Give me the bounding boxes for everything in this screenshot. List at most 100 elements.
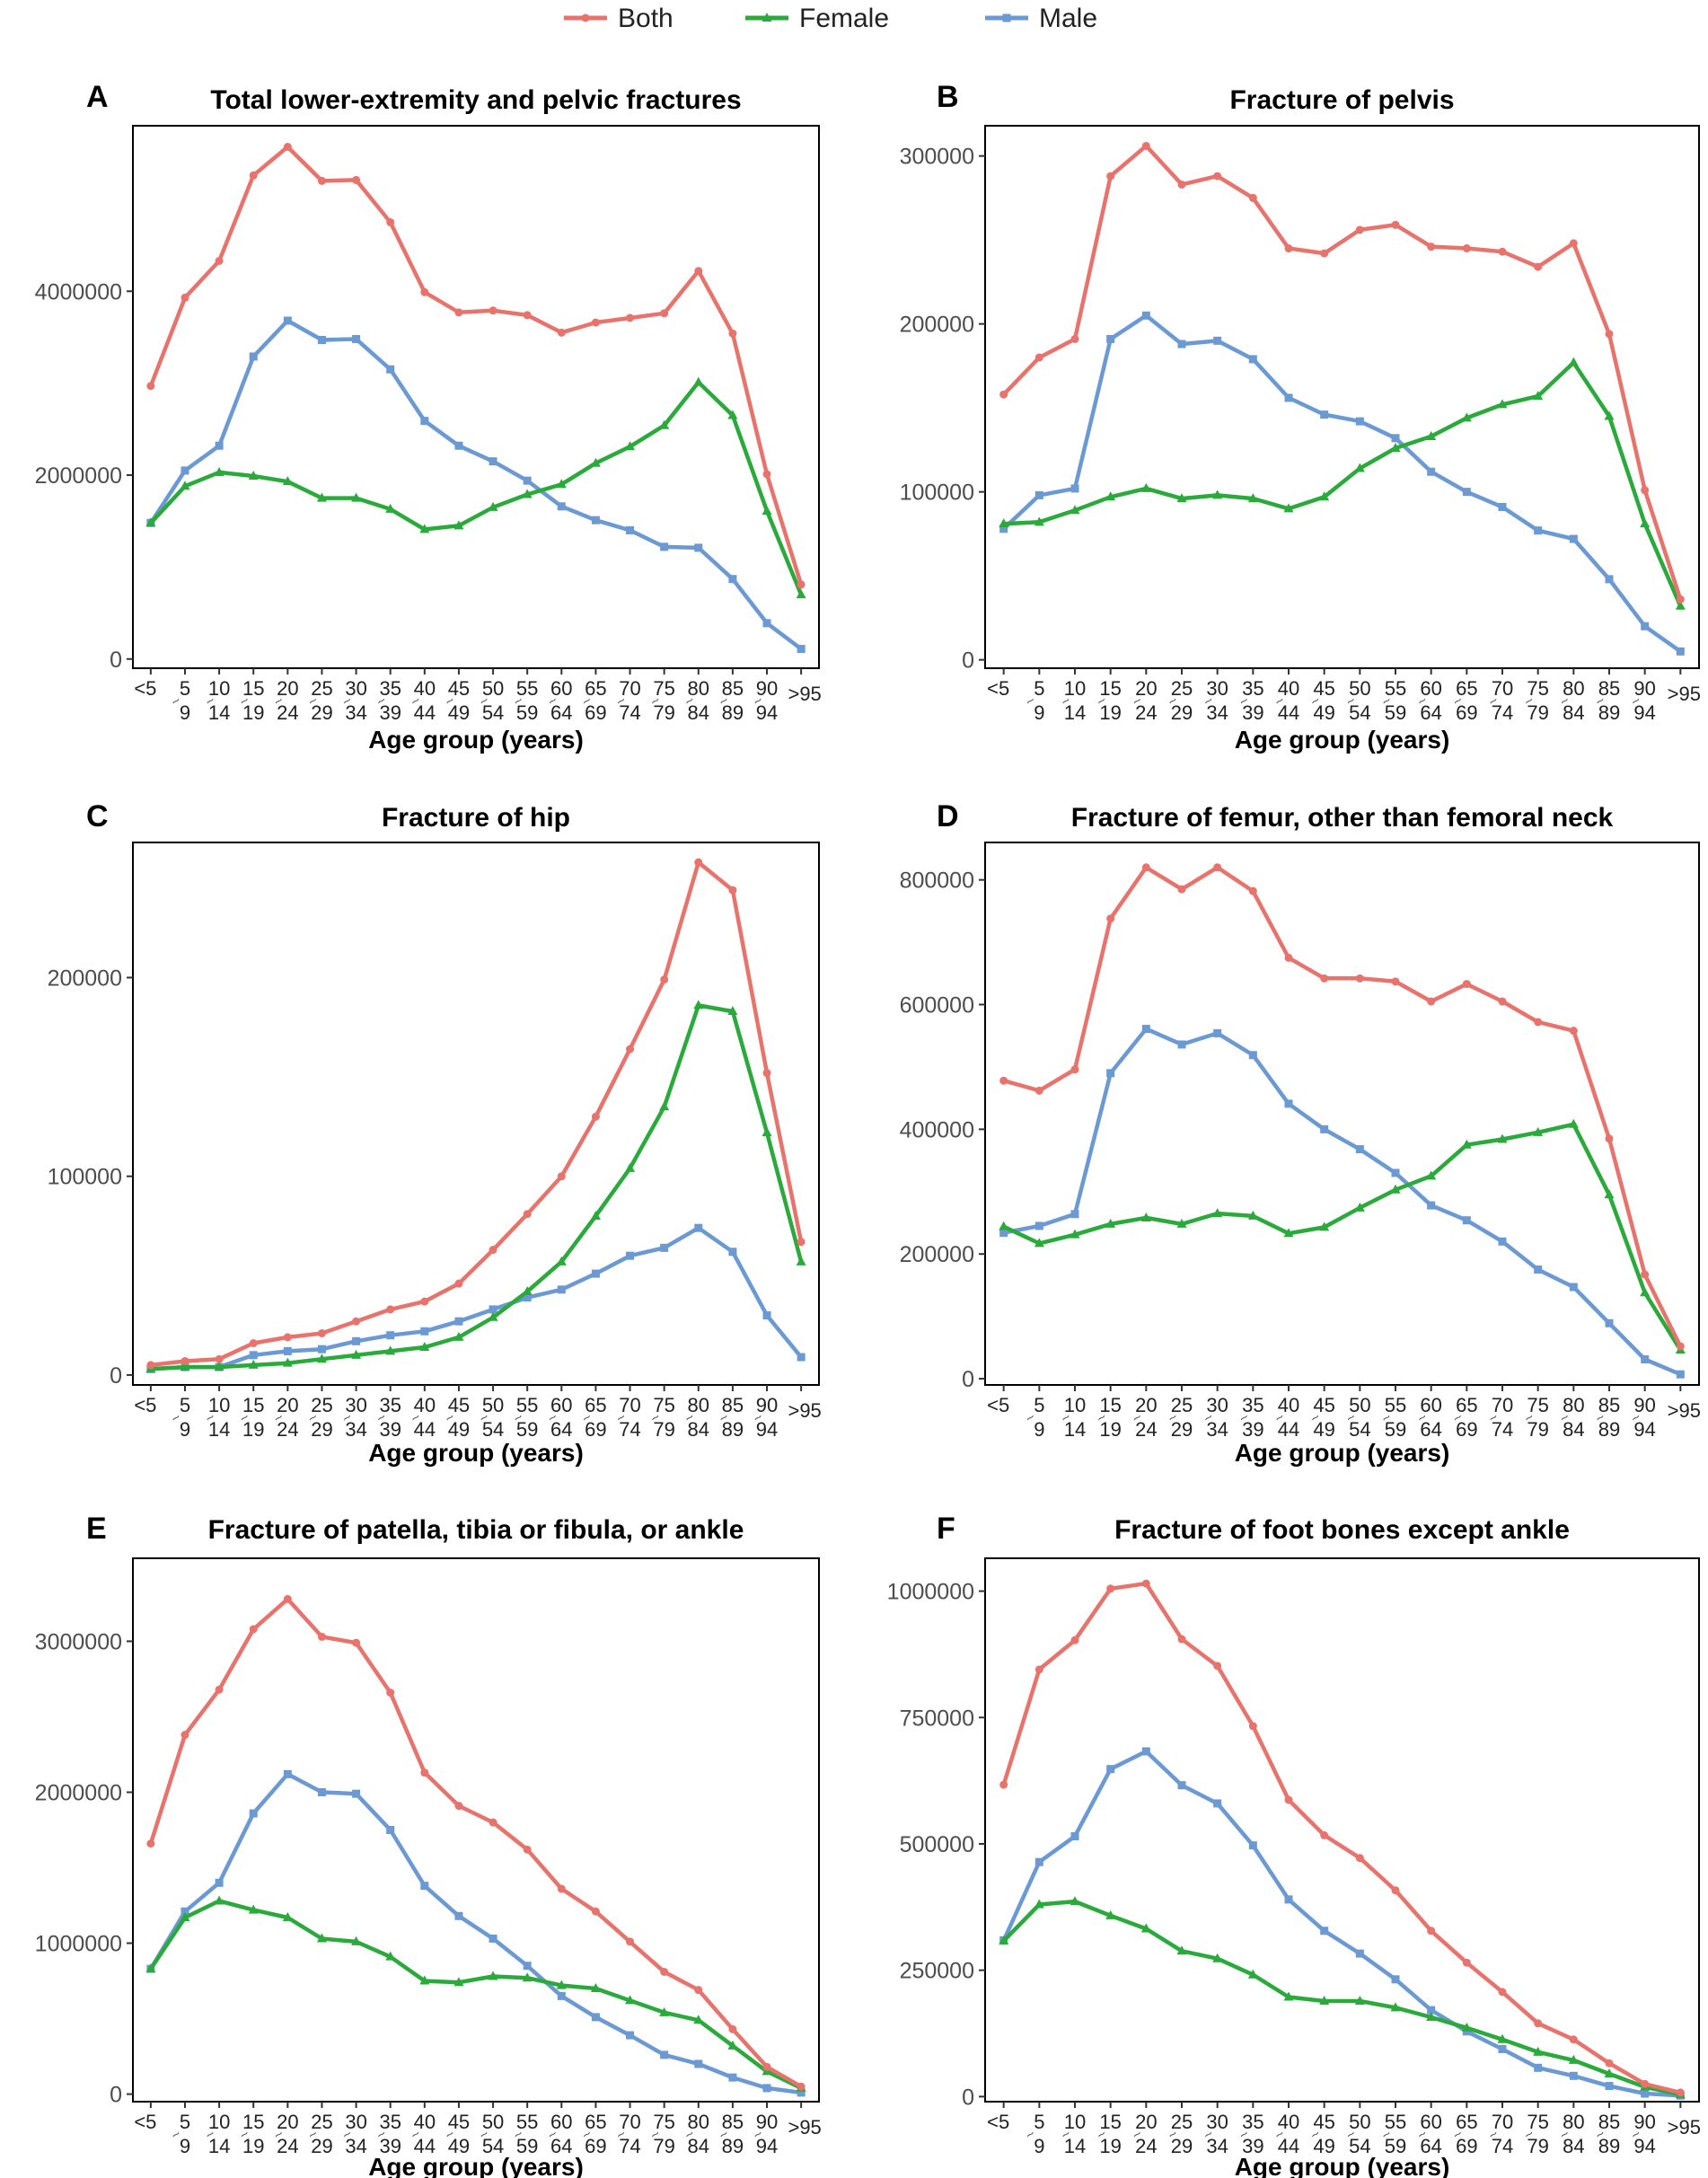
x-tick-label-top: 25 <box>311 2111 332 2133</box>
data-point <box>591 1269 600 1278</box>
series-female <box>145 1000 806 1373</box>
data-point <box>999 1221 1009 1230</box>
x-tick-label-top: 25 <box>1171 677 1193 700</box>
x-tick-label-top: 80 <box>1563 677 1584 700</box>
x-axis-label: Age group (years) <box>368 726 584 754</box>
series-line-male <box>1003 1027 1682 1377</box>
data-point <box>1213 1799 1222 1808</box>
data-point <box>1140 482 1151 492</box>
data-point <box>1641 2079 1650 2088</box>
y-tick-label: 600000 <box>900 993 974 1018</box>
data-point <box>999 1076 1008 1085</box>
data-point <box>489 306 497 315</box>
data-point <box>1070 1210 1079 1219</box>
x-tick-label-bottom: 89 <box>722 2135 744 2157</box>
data-point <box>248 1904 259 1914</box>
data-point <box>1568 2054 1579 2064</box>
panel-title: Fracture of patella, tibia or fibula, or… <box>208 1515 744 1545</box>
x-tick-label-top: 85 <box>722 677 744 700</box>
data-point <box>352 335 361 344</box>
data-point <box>1461 1139 1472 1149</box>
x-tick-label: >95 <box>788 1399 821 1422</box>
data-point <box>762 2084 771 2093</box>
x-tick-label-bottom: 44 <box>414 2135 436 2157</box>
x-tick-label-bottom: 54 <box>482 2135 504 2157</box>
data-point <box>386 217 395 226</box>
data-point <box>248 471 259 481</box>
data-point <box>556 1980 567 1989</box>
data-point <box>1569 2071 1578 2080</box>
x-tick-label-top: 75 <box>653 2111 674 2133</box>
x-tick-label-bottom: 59 <box>516 2135 538 2157</box>
data-point <box>1676 2088 1685 2097</box>
x-tick-label-bottom: 29 <box>311 2135 332 2157</box>
x-tick-label-bottom: 19 <box>1099 2135 1121 2157</box>
data-point <box>727 410 738 419</box>
data-point <box>1284 1099 1293 1108</box>
data-point <box>1177 180 1186 189</box>
x-tick-label-bottom: 79 <box>653 1418 674 1441</box>
data-point <box>1106 172 1115 181</box>
x-tick-label-bottom: 39 <box>379 2135 401 2157</box>
data-point <box>1605 2059 1614 2068</box>
panel-title: Total lower-extremity and pelvic fractur… <box>210 85 741 115</box>
data-point <box>351 492 362 502</box>
x-tick-label-top: 5 <box>1034 2111 1044 2133</box>
x-tick-label-top: 85 <box>1598 677 1620 700</box>
x-tick-label-bottom: 39 <box>1242 701 1263 724</box>
data-point <box>386 365 395 374</box>
data-point <box>1070 484 1079 493</box>
x-tick-label-top: 65 <box>585 2111 606 2133</box>
x-tick-label-bottom: 34 <box>1206 701 1228 724</box>
data-point <box>352 1789 361 1798</box>
y-tick-label: 0 <box>962 648 974 674</box>
data-point <box>1641 1355 1650 1364</box>
data-point <box>1212 489 1223 499</box>
data-point <box>454 1279 463 1288</box>
x-tick-label: <5 <box>987 2111 1009 2133</box>
data-point <box>1141 1747 1150 1756</box>
data-point <box>999 390 1008 399</box>
series-line-female <box>150 1003 804 1371</box>
x-tick-label-bottom: 84 <box>1563 701 1584 724</box>
data-point <box>1141 311 1150 320</box>
panels: A Total lower-extremity and pelvic fractu… <box>35 80 1701 2178</box>
x-tick-label-top: 30 <box>345 1394 366 1416</box>
x-tick-label-bottom: 69 <box>585 2135 606 2157</box>
data-point <box>1213 172 1222 181</box>
data-point <box>1391 977 1400 986</box>
x-tick-label-top: 75 <box>1527 2111 1548 2133</box>
data-point <box>727 2040 738 2050</box>
x-tick-label-top: 30 <box>345 2111 366 2133</box>
x-tick-label-bottom: 64 <box>1420 2135 1441 2157</box>
data-point <box>1319 491 1330 501</box>
x-tick-label-bottom: 54 <box>482 701 504 724</box>
panel-letter: B <box>937 80 959 114</box>
x-tick-label-bottom: 19 <box>1099 701 1121 724</box>
legend-item-female: Female <box>745 4 889 33</box>
x-tick-label-bottom: 79 <box>1527 2135 1548 2157</box>
x-tick-label-bottom: 14 <box>1064 1418 1086 1441</box>
data-point <box>728 2024 737 2033</box>
x-tick-label-top: 50 <box>482 2111 504 2133</box>
x-tick-label-bottom: 54 <box>482 1418 504 1441</box>
data-point <box>248 1359 259 1369</box>
data-point <box>145 517 156 527</box>
x-tick-label-bottom: 49 <box>448 1418 470 1441</box>
x-tick-label-bottom: 39 <box>1242 1418 1263 1441</box>
data-point <box>1070 1636 1079 1645</box>
data-point <box>1213 1028 1222 1037</box>
x-tick-label-top: 25 <box>311 1394 332 1416</box>
data-point <box>1283 1991 1294 2001</box>
y-tick-label: 200000 <box>900 1242 974 1267</box>
data-point <box>591 1907 600 1916</box>
series-line-both <box>1001 1581 1681 2095</box>
data-point <box>1604 410 1615 420</box>
legend-label: Male <box>1039 4 1097 33</box>
panel-letter: E <box>86 1512 107 1546</box>
data-point <box>1034 1238 1044 1248</box>
x-tick-label-top: 5 <box>180 1394 190 1416</box>
x-tick-label-top: 35 <box>1242 677 1263 700</box>
data-point <box>1534 526 1543 535</box>
data-point <box>591 318 600 327</box>
